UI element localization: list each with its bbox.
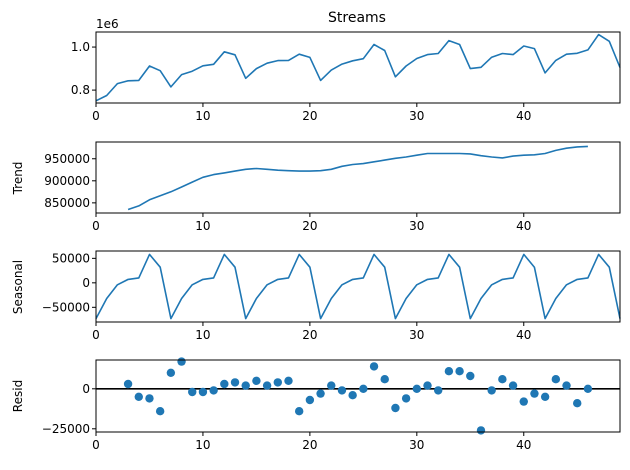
x-tick-label: 30	[409, 438, 424, 452]
x-tick-label: 20	[302, 109, 317, 123]
data-point	[198, 387, 208, 397]
data-point	[573, 399, 582, 408]
data-point	[155, 407, 165, 416]
x-tick-label: 10	[195, 438, 210, 452]
y-tick-label: 850000	[44, 196, 90, 210]
x-tick-label: 20	[302, 219, 317, 233]
x-tick-label: 0	[92, 438, 100, 452]
data-point	[530, 389, 539, 398]
data-point	[466, 371, 475, 381]
y-offset-label: 1e6	[96, 17, 119, 31]
y-tick-label: 1.0	[71, 40, 90, 54]
x-tick-label: 30	[409, 109, 424, 123]
x-tick-label: 0	[92, 328, 100, 342]
data-point	[519, 397, 528, 406]
data-point	[423, 381, 432, 390]
data-point	[380, 375, 389, 384]
x-tick-label: 20	[302, 328, 317, 342]
x-tick-label: 10	[195, 219, 210, 233]
data-point	[294, 407, 304, 416]
axes-frame	[95, 31, 621, 104]
data-point	[412, 384, 422, 393]
axes-frame	[95, 250, 621, 323]
data-point	[123, 379, 133, 389]
data-point	[359, 384, 368, 393]
data-point	[455, 367, 464, 376]
series-line	[95, 253, 621, 320]
axes-frame	[95, 141, 621, 214]
data-point	[241, 381, 250, 390]
x-tick-label: 40	[516, 109, 531, 123]
series-line	[127, 145, 588, 211]
data-point	[562, 381, 571, 390]
data-point	[316, 389, 325, 398]
y-tick-label: −25000	[42, 422, 90, 436]
axes-frame	[95, 359, 621, 433]
data-point	[262, 381, 272, 390]
data-point	[145, 394, 154, 403]
data-point	[551, 375, 561, 384]
data-point	[273, 378, 282, 387]
data-point	[498, 375, 507, 384]
data-point	[583, 384, 593, 393]
y-tick-label: 0.8	[71, 83, 90, 97]
data-point	[476, 426, 486, 435]
x-tick-label: 40	[516, 219, 531, 233]
data-point	[220, 379, 229, 389]
x-tick-label: 0	[92, 109, 100, 123]
data-point	[284, 376, 293, 385]
data-point	[391, 403, 400, 413]
data-point	[487, 386, 496, 395]
x-tick-label: 40	[516, 438, 531, 452]
data-point	[209, 386, 218, 395]
x-tick-label: 10	[195, 109, 210, 123]
x-tick-label: 10	[195, 328, 210, 342]
data-point	[305, 395, 315, 405]
x-tick-label: 40	[516, 328, 531, 342]
y-tick-label: 0	[82, 382, 90, 396]
y-axis-label: Trend	[11, 162, 25, 196]
y-axis-label: Resid	[11, 380, 25, 412]
x-tick-label: 30	[409, 219, 424, 233]
data-point	[230, 378, 240, 387]
y-tick-label: 950000	[44, 152, 90, 166]
data-point	[252, 376, 261, 385]
plot-area-observed: 0 10 20 30 40 0.8 1.0	[71, 31, 621, 123]
data-point	[348, 391, 357, 400]
data-point	[369, 362, 379, 371]
plot-area-trend: 0 10 20 30 40 850000 900000 950000	[44, 141, 621, 233]
panel-title: Streams	[328, 10, 386, 26]
y-axis-label: Seasonal	[11, 260, 25, 314]
x-tick-label: 30	[409, 328, 424, 342]
data-point	[444, 367, 454, 376]
data-point	[401, 394, 411, 403]
y-tick-label: −50000	[42, 300, 90, 314]
data-point	[434, 386, 443, 395]
x-tick-label: 20	[302, 438, 317, 452]
panel-observed: Streams 1e6 0 10 20 30 40 0.8 1.0	[71, 10, 621, 123]
data-point	[327, 381, 336, 390]
x-tick-label: 0	[92, 219, 100, 233]
data-point	[508, 381, 518, 390]
series-line	[95, 33, 621, 102]
data-point	[166, 368, 176, 377]
data-point	[337, 386, 347, 395]
y-tick-label: 900000	[44, 174, 90, 188]
data-point	[188, 387, 197, 397]
data-point	[177, 357, 186, 366]
y-tick-label: 50000	[52, 251, 90, 265]
data-point	[540, 392, 550, 401]
panel-trend: Trend 0 10 20 30 40 850000 900000 950000	[11, 141, 621, 233]
y-tick-label: 0	[82, 276, 90, 290]
data-point	[134, 392, 143, 401]
